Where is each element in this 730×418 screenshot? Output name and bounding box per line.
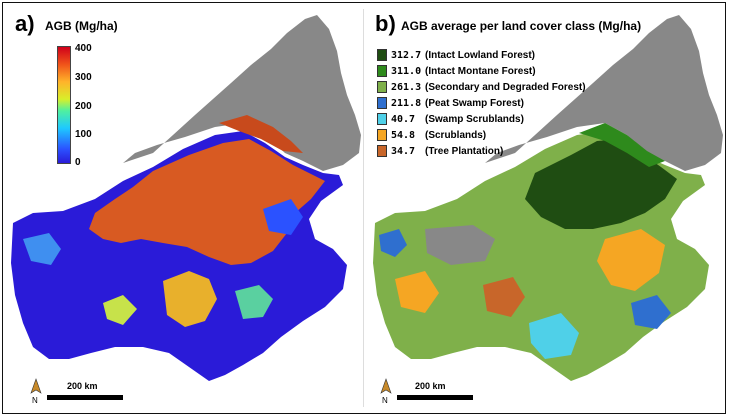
legend-item: 261.3 (Secondary and Degraded Forest) <box>377 79 586 95</box>
colorbar-tick: 0 <box>75 157 81 168</box>
north-arrow-icon: N <box>380 378 392 405</box>
legend-value: 40.7 <box>391 113 416 125</box>
legend-item: 34.7 (Tree Plantation) <box>377 143 586 159</box>
legend-label: (Scrublands) <box>425 129 487 141</box>
mid-agb-patch <box>263 199 303 235</box>
north-label: N <box>382 396 388 405</box>
panel-a: a) AGB (Mg/ha) 400 300 200 100 0 N 200 k… <box>3 3 363 413</box>
scale-label: 200 km <box>415 381 446 391</box>
scrubland-area <box>395 271 439 313</box>
legend-swatch <box>377 129 387 141</box>
no-data-region <box>485 15 723 171</box>
legend-value: 311.0 <box>391 65 422 77</box>
panel-divider <box>363 9 364 407</box>
panel-b: b) AGB average per land cover class (Mg/… <box>365 3 727 413</box>
legend-item: 40.7 (Swamp Scrublands) <box>377 111 586 127</box>
scrubland-area <box>597 229 665 291</box>
legend-item: 311.0 (Intact Montane Forest) <box>377 63 586 79</box>
legend-label: (Secondary and Degraded Forest) <box>425 81 586 93</box>
swamp-scrub-area <box>529 313 579 359</box>
peat-swamp-area <box>631 295 671 329</box>
high-agb-interior <box>89 139 325 265</box>
agb-colorbar <box>57 46 71 164</box>
land-cover-legend: 312.7 (Intact Lowland Forest) 311.0 (Int… <box>377 47 586 159</box>
legend-value: 34.7 <box>391 145 416 157</box>
mid-agb-patch <box>163 271 217 327</box>
legend-item: 312.7 (Intact Lowland Forest) <box>377 47 586 63</box>
legend-label: (Swamp Scrublands) <box>425 113 524 125</box>
colorbar-tick: 200 <box>75 101 92 112</box>
legend-swatch <box>377 65 387 77</box>
legend-label: (Intact Lowland Forest) <box>425 49 535 61</box>
montane-forest-area <box>579 123 665 167</box>
legend-swatch <box>377 97 387 109</box>
figure-frame: a) AGB (Mg/ha) 400 300 200 100 0 N 200 k… <box>2 2 726 414</box>
panel-b-letter: b) <box>375 11 396 36</box>
legend-swatch <box>377 145 387 157</box>
scale-bar <box>397 395 473 400</box>
colorbar-tick: 400 <box>75 43 92 54</box>
colorbar-tick: 100 <box>75 129 92 140</box>
plantation-area <box>483 277 525 317</box>
legend-item: 54.8 (Scrublands) <box>377 127 586 143</box>
land-cover-map <box>373 15 723 381</box>
legend-value: 312.7 <box>391 49 422 61</box>
lowland-forest-area <box>525 139 677 229</box>
scale-label: 200 km <box>67 381 98 391</box>
legend-item: 211.8 (Peat Swamp Forest) <box>377 95 586 111</box>
scale-bar <box>47 395 123 400</box>
north-arrow-icon: N <box>30 378 42 405</box>
panel-b-title: AGB average per land cover class (Mg/ha) <box>401 19 642 33</box>
mid-agb-patch <box>103 295 137 325</box>
gray-patch <box>425 225 495 265</box>
legend-swatch <box>377 81 387 93</box>
high-agb-north <box>219 115 303 153</box>
panel-a-letter: a) <box>15 11 35 36</box>
legend-label: (Intact Montane Forest) <box>425 65 536 77</box>
legend-value: 261.3 <box>391 81 422 93</box>
mid-agb-patch <box>23 233 61 265</box>
mid-agb-patch <box>235 285 273 319</box>
peat-swamp-area <box>379 229 407 257</box>
north-label: N <box>32 396 38 405</box>
colorbar-tick: 300 <box>75 72 92 83</box>
legend-label: (Tree Plantation) <box>425 145 504 157</box>
no-data-region <box>123 15 361 171</box>
legend-value: 211.8 <box>391 97 422 109</box>
agb-map <box>11 15 361 381</box>
legend-value: 54.8 <box>391 129 416 141</box>
legend-label: (Peat Swamp Forest) <box>425 97 524 109</box>
legend-swatch <box>377 49 387 61</box>
panel-a-title: AGB (Mg/ha) <box>45 19 118 33</box>
legend-swatch <box>377 113 387 125</box>
